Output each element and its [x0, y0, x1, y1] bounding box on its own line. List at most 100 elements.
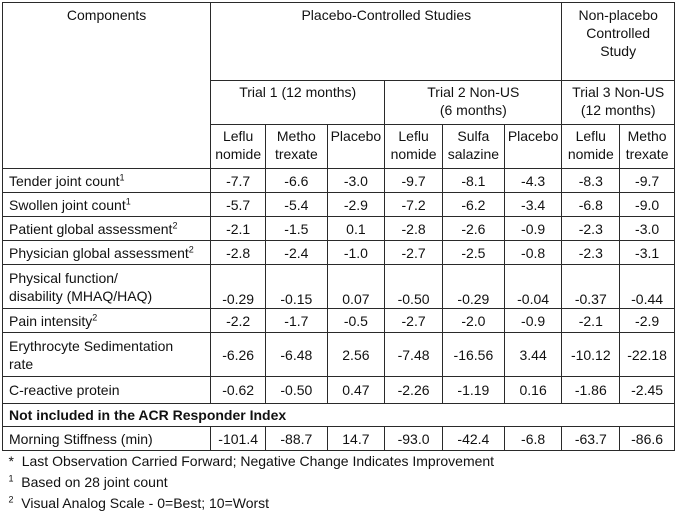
- table-row: Physician global assessment2 -2.8 -2.4 -…: [1, 240, 675, 265]
- value-cell: -1.86: [561, 376, 621, 404]
- footnote-row: 1 Based on 28 joint count: [3, 472, 675, 493]
- row-label: Physical function/disability (MHAQ/HAQ): [1, 264, 212, 309]
- value-cell: -3.1: [619, 240, 675, 265]
- footnote: * Last Observation Carried Forward; Nega…: [8, 453, 495, 469]
- value-cell: 0.16: [503, 376, 563, 404]
- value-cell: -2.1: [210, 216, 267, 241]
- value-cell: -8.1: [441, 168, 505, 193]
- value-cell: 2.56: [326, 332, 386, 377]
- value-cell: -2.5: [441, 240, 505, 265]
- value-cell: -2.3: [561, 240, 621, 265]
- drug-header-methotrexate: Metho trexate: [619, 124, 675, 169]
- table-row: Morning Stiffness (min) -101.4 -88.7 14.…: [1, 426, 675, 451]
- value-cell: -2.7: [384, 240, 443, 265]
- value-cell: -4.3: [503, 168, 563, 193]
- value-cell: -0.9: [503, 216, 563, 241]
- table-row: Tender joint count1 -7.7 -6.6 -3.0 -9.7 …: [1, 168, 675, 193]
- trial2-header: Trial 2 Non-US (6 months): [384, 80, 563, 125]
- header-row-2: Trial 1 (12 months) Trial 2 Non-US (6 mo…: [3, 80, 675, 125]
- drug-header-methotrexate: Metho trexate: [265, 124, 328, 169]
- value-cell: -5.7: [210, 192, 267, 217]
- footnote: 2 Visual Analog Scale - 0=Best; 10=Worst: [8, 494, 270, 511]
- value-cell: -0.50: [265, 376, 328, 404]
- value-cell: -2.9: [619, 308, 675, 333]
- value-cell: -0.62: [210, 376, 267, 404]
- value-cell: -1.19: [441, 376, 505, 404]
- value-cell: -6.8: [561, 192, 621, 217]
- value-cell: -1.5: [265, 216, 328, 241]
- row-label: Swollen joint count1: [1, 192, 212, 217]
- table-row: Patient global assessment2 -2.1 -1.5 0.1…: [1, 216, 675, 241]
- value-cell: 0.1: [326, 216, 386, 241]
- footnote-row: * Last Observation Carried Forward; Nega…: [3, 451, 675, 473]
- value-cell: -2.26: [384, 376, 443, 404]
- value-cell: -2.3: [561, 216, 621, 241]
- value-cell: -0.15: [265, 264, 328, 309]
- value-cell: -0.8: [503, 240, 563, 265]
- value-cell: -7.7: [210, 168, 267, 193]
- drug-header-placebo: Placebo: [326, 124, 386, 169]
- value-cell: -6.6: [265, 168, 328, 193]
- value-cell: -6.48: [265, 332, 328, 377]
- footnote-marker: 1: [125, 195, 131, 206]
- components-header: Components: [1, 2, 212, 169]
- value-cell: -2.7: [384, 308, 443, 333]
- section-row: Not included in the ACR Responder Index: [2, 403, 675, 427]
- drug-header-leflunomide: Leflu nomide: [384, 124, 443, 169]
- row-label: Pain intensity2: [1, 308, 212, 333]
- row-label: C-reactive protein: [1, 376, 212, 404]
- value-cell: -0.44: [619, 264, 675, 309]
- table-row: Pain intensity2 -2.2 -1.7 -0.5 -2.7 -2.0…: [1, 308, 675, 333]
- drug-header-placebo: Placebo: [503, 124, 563, 169]
- value-cell: -2.0: [441, 308, 505, 333]
- value-cell: -9.7: [619, 168, 675, 193]
- drug-header-sulfasalazine: Sulfa salazine: [441, 124, 505, 169]
- drug-header-row: Leflu nomide Metho trexate Placebo Leflu no…: [3, 124, 675, 169]
- value-cell: -0.29: [441, 264, 505, 309]
- table-row: Physical function/disability (MHAQ/HAQ) …: [1, 264, 675, 309]
- table-row: Erythrocyte Sedimentation rate -6.26 -6.4…: [1, 332, 675, 377]
- value-cell: -2.45: [619, 376, 675, 404]
- value-cell: 0.47: [326, 376, 386, 404]
- table-row: Swollen joint count1 -5.7 -5.4 -2.9 -7.2…: [1, 192, 675, 217]
- value-cell: -0.5: [326, 308, 386, 333]
- value-cell: -9.7: [384, 168, 443, 193]
- non-placebo-header: Non-placebo Controlled Study: [561, 2, 675, 81]
- value-cell: 14.7: [326, 426, 386, 451]
- value-cell: -6.26: [210, 332, 267, 377]
- section-title: Not included in the ACR Responder Index: [2, 403, 675, 427]
- drug-header-leflunomide: Leflu nomide: [561, 124, 621, 169]
- row-label: Tender joint count1: [1, 168, 212, 193]
- value-cell: -10.12: [561, 332, 621, 377]
- value-cell: -93.0: [384, 426, 443, 451]
- value-cell: -7.2: [384, 192, 443, 217]
- row-label: Physician global assessment2: [1, 240, 212, 265]
- value-cell: -16.56: [441, 332, 505, 377]
- value-cell: -2.1: [561, 308, 621, 333]
- value-cell: -9.0: [619, 192, 675, 217]
- value-cell: -2.2: [210, 308, 267, 333]
- footnote-marker: 1: [119, 171, 125, 182]
- value-cell: -22.18: [619, 332, 675, 377]
- header-row-1: Components Placebo-Controlled Studies No…: [1, 2, 675, 169]
- value-cell: -2.8: [210, 240, 267, 265]
- footnote: 1 Based on 28 joint count: [8, 473, 168, 490]
- value-cell: -0.37: [561, 264, 621, 309]
- value-cell: -3.0: [326, 168, 386, 193]
- footnote-row: 2 Visual Analog Scale - 0=Best; 10=Worst: [3, 493, 675, 514]
- value-cell: -6.8: [503, 426, 563, 451]
- value-cell: -2.8: [384, 216, 443, 241]
- row-label: Patient global assessment2: [1, 216, 212, 241]
- value-cell: -2.4: [265, 240, 328, 265]
- row-label: Erythrocyte Sedimentation rate: [1, 332, 212, 377]
- value-cell: -2.9: [326, 192, 386, 217]
- value-cell: 0.07: [326, 264, 386, 309]
- value-cell: 3.44: [503, 332, 563, 377]
- trial3-header: Trial 3 Non-US (12 months): [561, 80, 675, 125]
- footnote-marker: 2: [92, 311, 98, 322]
- value-cell: -1.0: [326, 240, 386, 265]
- value-cell: -42.4: [441, 426, 505, 451]
- value-cell: -86.6: [619, 426, 675, 451]
